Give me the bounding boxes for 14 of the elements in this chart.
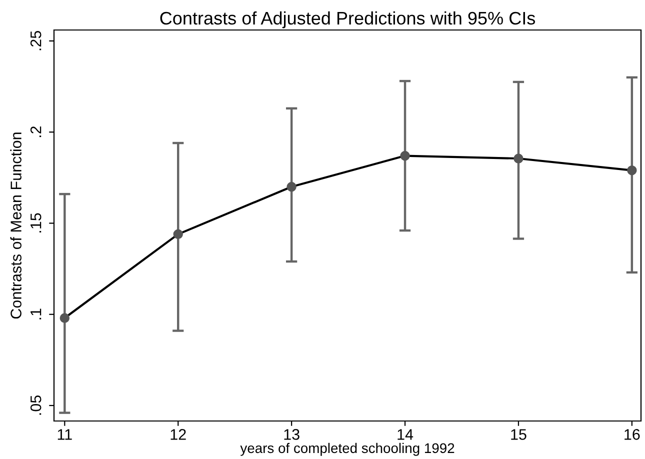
y-axis-title: Contrasts of Mean Function [10, 132, 22, 319]
y-tick-label: .15 [30, 213, 42, 232]
y-tick-label: .1 [30, 308, 42, 320]
x-axis-title: years of completed schooling 1992 [240, 442, 454, 456]
x-tick-label: 11 [58, 429, 72, 440]
x-tick-label: 15 [511, 429, 526, 440]
y-tick-label: .2 [30, 126, 42, 138]
x-tick-label: 12 [170, 429, 186, 440]
x-tick-label: 13 [284, 429, 300, 440]
x-tick-label: 14 [398, 429, 414, 440]
y-tick-label: .05 [30, 396, 42, 415]
x-tick-label: 16 [624, 429, 640, 440]
chart-title: Contrasts of Adjusted Predictions with 95% CIs [160, 11, 536, 28]
y-tick-label: .25 [30, 30, 42, 50]
